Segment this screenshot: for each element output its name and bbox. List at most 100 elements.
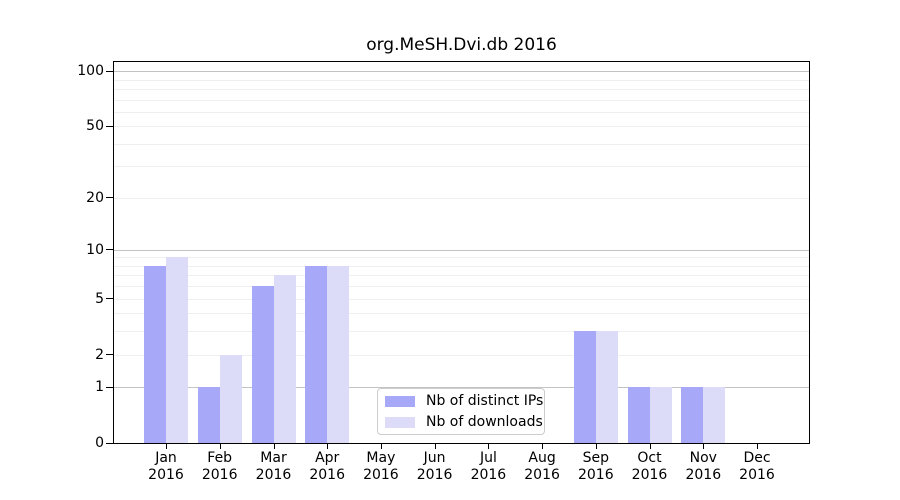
bar-nb-of-downloads-oct: [649, 387, 672, 443]
x-tick-year: 2016: [524, 467, 560, 483]
x-tick-month: Nov: [689, 450, 717, 466]
bar-nb-of-distinct-ips-oct: [627, 387, 650, 443]
x-tick-label-feb: Feb 2016: [188, 450, 252, 484]
y-tick-mark: [106, 298, 113, 300]
gridline-minor: [114, 331, 809, 333]
x-tick-mark: [273, 444, 275, 449]
x-tick-month: Jun: [423, 450, 446, 466]
bar-nb-of-downloads-mar: [273, 275, 296, 443]
gridline-minor: [114, 257, 809, 259]
x-tick-label-apr: Apr 2016: [295, 450, 359, 484]
x-tick-mark: [434, 444, 436, 449]
x-tick-mark: [488, 444, 490, 449]
x-tick-year: 2016: [363, 467, 399, 483]
gridline-minor: [114, 313, 809, 315]
gridline-minor: [114, 354, 809, 356]
plot-area: [113, 61, 810, 444]
bar-nb-of-downloads-jan: [166, 257, 188, 443]
x-tick-label-jun: Jun 2016: [403, 450, 467, 484]
legend-row-distinct-ips: Nb of distinct IPs: [378, 392, 544, 410]
x-tick-label-mar: Mar 2016: [242, 450, 306, 484]
gridline-minor: [114, 79, 809, 81]
x-tick-year: 2016: [148, 467, 184, 483]
y-tick-label: 5: [95, 290, 104, 307]
gridline-minor: [114, 111, 809, 113]
gridline-minor: [114, 88, 809, 90]
y-tick-label: 100: [77, 63, 104, 79]
x-tick-month: Dec: [743, 450, 771, 466]
y-tick-label: 0: [95, 435, 104, 451]
gridline-minor: [114, 99, 809, 101]
gridline-minor: [114, 143, 809, 145]
legend-label-downloads: Nb of downloads: [426, 414, 543, 430]
y-tick-mark: [106, 197, 113, 199]
x-tick-mark: [327, 444, 329, 449]
bar-nb-of-distinct-ips-sep: [573, 331, 596, 443]
x-tick-month: Jan: [155, 450, 177, 466]
y-tick-mark: [106, 442, 113, 444]
bar-nb-of-downloads-apr: [327, 265, 350, 443]
gridline-minor: [114, 197, 809, 199]
bar-nb-of-downloads-nov: [703, 387, 726, 443]
x-tick-year: 2016: [577, 467, 614, 483]
y-tick-mark: [106, 70, 113, 72]
gridline-minor: [114, 166, 809, 168]
gridline-minor: [114, 265, 809, 267]
x-tick-mark: [703, 444, 705, 449]
bar-nb-of-distinct-ips-jan: [144, 265, 166, 443]
x-tick-month: Aug: [528, 450, 556, 466]
y-tick-mark: [106, 386, 113, 388]
x-tick-month: Oct: [637, 450, 662, 466]
x-tick-label-jul: Jul 2016: [456, 450, 520, 484]
legend: Nb of distinct IPs Nb of downloads: [377, 388, 545, 435]
bar-nb-of-distinct-ips-apr: [305, 265, 328, 443]
y-tick-mark: [106, 354, 113, 355]
gridline-minor: [114, 126, 809, 128]
x-tick-mark: [542, 444, 544, 449]
gridline-minor: [114, 298, 809, 300]
legend-swatch-distinct-ips: [385, 395, 415, 407]
x-tick-year: 2016: [631, 467, 668, 483]
x-tick-month: Mar: [260, 450, 287, 466]
x-tick-year: 2016: [470, 467, 507, 483]
x-tick-label-dec: Dec 2016: [725, 450, 789, 484]
x-tick-year: 2016: [739, 467, 775, 483]
bar-nb-of-distinct-ips-feb: [197, 387, 220, 443]
bar-nb-of-downloads-sep: [595, 331, 618, 443]
y-tick-mark: [106, 249, 113, 251]
x-tick-mark: [649, 444, 651, 449]
gridline-major: [114, 387, 809, 389]
x-tick-year: 2016: [201, 467, 238, 483]
x-tick-year: 2016: [685, 467, 722, 483]
x-tick-month: Jul: [479, 450, 497, 466]
y-tick-label: 1: [95, 379, 104, 396]
x-tick-label-sep: Sep 2016: [564, 450, 628, 484]
x-tick-mark: [595, 444, 597, 449]
gridline-major: [114, 249, 809, 251]
x-tick-month: May: [366, 450, 396, 466]
x-tick-month: Feb: [207, 450, 233, 466]
x-tick-label-jan: Jan 2016: [134, 450, 198, 484]
bar-nb-of-downloads-feb: [219, 354, 242, 443]
gridline-minor: [114, 286, 809, 288]
x-tick-year: 2016: [309, 467, 345, 483]
chart-title: org.MeSH.Dvi.db 2016: [366, 35, 557, 55]
x-tick-label-oct: Oct 2016: [618, 450, 682, 484]
x-tick-mark: [380, 444, 382, 449]
x-tick-mark: [757, 444, 758, 449]
y-tick-label: 2: [95, 346, 104, 363]
x-tick-mark: [166, 444, 167, 449]
x-tick-month: Apr: [315, 450, 340, 466]
x-tick-mark: [219, 444, 221, 449]
y-tick-label: 20: [86, 189, 104, 206]
x-tick-label-nov: Nov 2016: [671, 450, 735, 484]
gridline-major: [114, 71, 809, 72]
y-tick-label: 50: [86, 118, 104, 135]
x-tick-label-may: May 2016: [349, 450, 413, 484]
x-tick-month: Sep: [582, 450, 609, 466]
legend-label-distinct-ips: Nb of distinct IPs: [426, 393, 544, 409]
bar-nb-of-distinct-ips-nov: [681, 387, 704, 443]
legend-swatch-downloads: [385, 416, 415, 428]
gridline-minor: [114, 275, 809, 277]
